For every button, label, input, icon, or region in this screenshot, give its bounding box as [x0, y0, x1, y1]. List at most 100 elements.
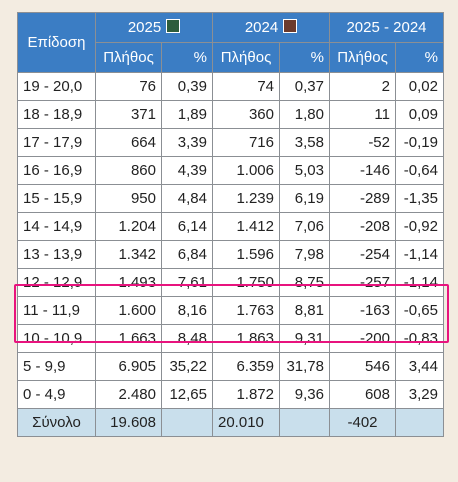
- count-2024-cell: 1.763: [212, 296, 280, 325]
- pct-diff-cell: -0,92: [395, 212, 444, 241]
- count-2024-cell: 1.750: [212, 268, 280, 297]
- table-row: 11 - 11,9 1.600 8,16 1.763 8,81 -163 -0,65: [17, 296, 444, 325]
- count-diff-cell: -146: [329, 156, 396, 185]
- pct-2025-cell: 1,89: [161, 100, 213, 129]
- year-2024-header: 2024: [212, 12, 330, 43]
- total-pct-2025: [161, 408, 213, 437]
- pct-diff-cell: -0,83: [395, 324, 444, 353]
- count-2025-cell: 1.204: [95, 212, 162, 241]
- pct-2024-header: %: [279, 42, 330, 73]
- total-pct-diff: [395, 408, 444, 437]
- pct-2024-cell: 1,80: [279, 100, 330, 129]
- count-2024-cell: 1.596: [212, 240, 280, 269]
- grade-distribution-table: Επίδοση 2025 2024 2025 - 2024 Πλήθος % Π…: [17, 12, 444, 437]
- range-cell: 14 - 14,9: [17, 212, 96, 241]
- count-2024-cell: 1.239: [212, 184, 280, 213]
- table-row: 19 - 20,0 76 0,39 74 0,37 2 0,02: [17, 72, 444, 101]
- table-row: 10 - 10,9 1.663 8,48 1.863 9,31 -200 -0,83: [17, 324, 444, 353]
- pct-diff-cell: -1,35: [395, 184, 444, 213]
- pct-diff-cell: 0,09: [395, 100, 444, 129]
- count-2025-cell: 950: [95, 184, 162, 213]
- count-2025-cell: 76: [95, 72, 162, 101]
- count-2024-cell: 1.863: [212, 324, 280, 353]
- total-count-2024: 20.010: [212, 408, 280, 437]
- range-cell: 17 - 17,9: [17, 128, 96, 157]
- pct-2025-cell: 4,39: [161, 156, 213, 185]
- count-2024-cell: 1.872: [212, 380, 280, 409]
- range-cell: 13 - 13,9: [17, 240, 96, 269]
- pct-2025-cell: 8,16: [161, 296, 213, 325]
- range-cell: 5 - 9,9: [17, 352, 96, 381]
- count-2024-cell: 1.412: [212, 212, 280, 241]
- count-2024-header: Πλήθος: [212, 42, 280, 73]
- year-2025-label: 2025: [127, 19, 162, 36]
- table-body: 19 - 20,0 76 0,39 74 0,37 2 0,02 18 - 18,9 371 1,…: [17, 72, 444, 437]
- count-2024-cell: 6.359: [212, 352, 280, 381]
- pct-2024-cell: 5,03: [279, 156, 330, 185]
- pct-2025-header: %: [161, 42, 213, 73]
- count-diff-cell: -254: [329, 240, 396, 269]
- count-diff-cell: -200: [329, 324, 396, 353]
- pct-2024-cell: 8,81: [279, 296, 330, 325]
- pct-2024-cell: 7,98: [279, 240, 330, 269]
- table-row: 18 - 18,9 371 1,89 360 1,80 11 0,09: [17, 100, 444, 129]
- pct-2025-cell: 0,39: [161, 72, 213, 101]
- count-2025-cell: 1.663: [95, 324, 162, 353]
- count-2025-cell: 2.480: [95, 380, 162, 409]
- pct-2025-cell: 6,84: [161, 240, 213, 269]
- count-diff-cell: -257: [329, 268, 396, 297]
- count-2025-cell: 371: [95, 100, 162, 129]
- count-2025-cell: 1.600: [95, 296, 162, 325]
- pct-2024-cell: 31,78: [279, 352, 330, 381]
- pct-diff-cell: -0,64: [395, 156, 444, 185]
- pct-2024-cell: 8,75: [279, 268, 330, 297]
- total-row: Σύνολο 19.608 20.010 -402: [17, 408, 444, 437]
- table-row: 15 - 15,9 950 4,84 1.239 6,19 -289 -1,35: [17, 184, 444, 213]
- count-2025-cell: 1.493: [95, 268, 162, 297]
- pct-2024-cell: 6,19: [279, 184, 330, 213]
- range-cell: 12 - 12,9: [17, 268, 96, 297]
- pct-diff-cell: 3,44: [395, 352, 444, 381]
- count-2025-cell: 1.342: [95, 240, 162, 269]
- pct-diff-header: %: [395, 42, 444, 73]
- pct-2025-cell: 12,65: [161, 380, 213, 409]
- grade-distribution-panel: Επίδοση 2025 2024 2025 - 2024 Πλήθος % Π…: [14, 12, 449, 437]
- table-header: Επίδοση 2025 2024 2025 - 2024 Πλήθος % Π…: [17, 12, 444, 73]
- range-cell: 16 - 16,9: [17, 156, 96, 185]
- total-label: Σύνολο: [17, 408, 96, 437]
- count-2024-cell: 716: [212, 128, 280, 157]
- count-diff-cell: -289: [329, 184, 396, 213]
- table-row: 16 - 16,9 860 4,39 1.006 5,03 -146 -0,64: [17, 156, 444, 185]
- count-2025-cell: 6.905: [95, 352, 162, 381]
- pct-2025-cell: 3,39: [161, 128, 213, 157]
- pct-2025-cell: 8,48: [161, 324, 213, 353]
- range-cell: 19 - 20,0: [17, 72, 96, 101]
- range-cell: 18 - 18,9: [17, 100, 96, 129]
- total-count-diff: -402: [329, 408, 396, 437]
- pct-diff-cell: -1,14: [395, 240, 444, 269]
- year-2025-color-marker: [166, 19, 181, 33]
- count-diff-cell: 608: [329, 380, 396, 409]
- count-diff-cell: -52: [329, 128, 396, 157]
- pct-diff-cell: 0,02: [395, 72, 444, 101]
- pct-diff-cell: -1,14: [395, 268, 444, 297]
- count-2025-header: Πλήθος: [95, 42, 162, 73]
- pct-2025-cell: 35,22: [161, 352, 213, 381]
- period-header: Επίδοση: [17, 12, 96, 73]
- pct-2024-cell: 9,36: [279, 380, 330, 409]
- count-2024-cell: 360: [212, 100, 280, 129]
- range-cell: 0 - 4,9: [17, 380, 96, 409]
- table-row: 12 - 12,9 1.493 7,61 1.750 8,75 -257 -1,14: [17, 268, 444, 297]
- count-diff-header: Πλήθος: [329, 42, 396, 73]
- pct-diff-cell: 3,29: [395, 380, 444, 409]
- pct-2024-cell: 0,37: [279, 72, 330, 101]
- count-diff-cell: -208: [329, 212, 396, 241]
- count-diff-cell: -163: [329, 296, 396, 325]
- pct-2024-cell: 9,31: [279, 324, 330, 353]
- table-row: 5 - 9,9 6.905 35,22 6.359 31,78 546 3,44: [17, 352, 444, 381]
- count-2025-cell: 664: [95, 128, 162, 157]
- count-2025-cell: 860: [95, 156, 162, 185]
- year-2024-label: 2024: [244, 19, 279, 36]
- range-cell: 11 - 11,9: [17, 296, 96, 325]
- count-diff-cell: 546: [329, 352, 396, 381]
